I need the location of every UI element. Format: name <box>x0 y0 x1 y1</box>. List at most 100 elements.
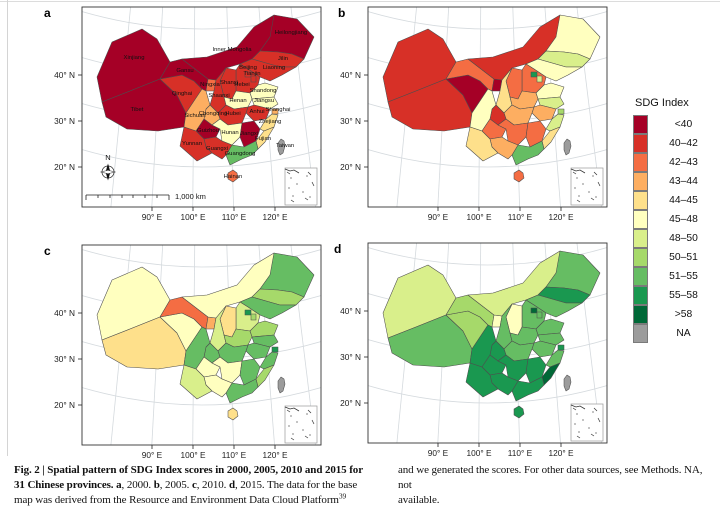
panel-letter-b: b <box>338 6 346 20</box>
province-label: Guangdong <box>225 151 256 157</box>
province-shanghai <box>271 108 279 115</box>
province-label: Jiangsu <box>254 98 274 104</box>
legend-swatch <box>633 229 648 248</box>
province-guangdong <box>511 376 545 402</box>
province-label: Hebei <box>234 82 249 88</box>
y-tick-label: 30° N <box>340 352 361 362</box>
province-hainan <box>513 405 525 419</box>
province-beijing <box>530 71 538 78</box>
y-tick-label: 40° N <box>340 306 361 316</box>
south-china-sea-inset <box>284 405 318 444</box>
province-tianjin <box>536 311 543 319</box>
legend-label: 48–50 <box>669 233 698 244</box>
province-label: Heilongjiang <box>275 30 307 36</box>
province-yunnan <box>465 126 499 162</box>
axes: 90° E 100° E 110° E 120° E 40° N 30° N 20° N <box>54 308 288 460</box>
caption-segment: map was derived from the Resource and En… <box>14 494 339 506</box>
caption-segment: , 2015. The data for the base <box>234 479 358 491</box>
legend-label: NA <box>676 328 691 339</box>
map-panel-a: 90° E 100° E 110° E 120° E 40° N 30° N 20° N Xi… <box>54 6 322 222</box>
province-hainan <box>227 407 239 421</box>
province-label: Shandong <box>250 88 277 94</box>
caption-line: and we generated the scores. For other d… <box>398 463 710 493</box>
province-label: Jiangxi <box>240 131 258 137</box>
province-label: Fujian <box>255 136 271 142</box>
legend-swatch <box>633 172 648 191</box>
legend-swatch <box>633 153 648 172</box>
legend-swatch <box>633 115 648 134</box>
legend-entry: 55–58 <box>633 286 719 305</box>
province-taiwan <box>563 138 572 156</box>
y-tick-label: 40° N <box>54 70 75 80</box>
y-tick-label: 30° N <box>340 116 361 126</box>
legend-label: 44–45 <box>669 195 698 206</box>
legend-entry: 50–51 <box>633 248 719 267</box>
province-label: Shanghai <box>266 107 291 113</box>
y-tick-label: 30° N <box>54 354 75 364</box>
x-tick-label: 120° E <box>548 448 573 458</box>
province-guangdong <box>511 140 545 166</box>
plot-border <box>367 242 608 444</box>
caption-segment: , 2000. <box>121 479 154 491</box>
province-shanghai <box>271 346 279 353</box>
legend-swatch <box>633 286 648 305</box>
legend-label: 40–42 <box>669 138 698 149</box>
province-label: Qinghai <box>172 91 192 97</box>
panel-letter-a: a <box>44 6 51 20</box>
province-labels: Xinjiang Tibet Qinghai Gansu Ningxia Inner Mo… <box>124 30 308 180</box>
province-label: Taiwan <box>276 143 294 149</box>
x-tick-label: 100° E <box>466 212 491 222</box>
map-panel-b: 90° E 100° E 110° E 120° E 40° N 30° N 20° N <box>340 6 608 222</box>
province-yunnan <box>465 362 499 398</box>
x-tick-label: 120° E <box>548 212 573 222</box>
province-label: Beijing <box>239 65 257 71</box>
province-label: Tibet <box>131 107 144 113</box>
map-panel-c: 90° E 100° E 110° E 120° E 40° N 30° N 20° N <box>54 244 322 460</box>
x-tick-label: 90° E <box>142 212 163 222</box>
province-yunnan <box>179 364 213 400</box>
caption-line: available. <box>398 493 710 508</box>
province-guangdong <box>225 378 259 404</box>
legend-entry: 51–55 <box>633 267 719 286</box>
y-tick-label: 20° N <box>340 398 361 408</box>
caption-segment: a <box>116 479 122 491</box>
caption-line: 31 Chinese provinces. a, 2000. b, 2005. … <box>14 478 390 493</box>
province-guangdong <box>225 140 259 166</box>
province-label: Hunan <box>221 130 238 136</box>
caption-segment: and we generated the scores. For other d… <box>398 464 703 491</box>
legend-label: 45–48 <box>669 214 698 225</box>
legend-label: 55–58 <box>669 290 698 301</box>
caption-left-column: Fig. 2 | Spatial pattern of SDG Index sc… <box>14 463 390 508</box>
map-provinces <box>96 252 315 421</box>
legend-entry: 42–43 <box>633 153 719 172</box>
plot-border <box>367 6 608 208</box>
province-label: Sichuan <box>184 113 205 119</box>
x-tick-label: 110° E <box>222 212 247 222</box>
province-beijing <box>530 307 538 314</box>
province-label: Shaanxi <box>208 93 229 99</box>
caption-right-column: and we generated the scores. For other d… <box>398 463 710 508</box>
y-tick-label: 20° N <box>340 162 361 172</box>
map-panel-d: 90° E 100° E 110° E 120° E 40° N 30° N 20° N <box>340 242 608 458</box>
x-tick-label: 100° E <box>180 450 205 460</box>
x-tick-label: 120° E <box>262 212 287 222</box>
province-label: Tianjin <box>243 71 260 77</box>
page-edge-line-left <box>7 0 8 456</box>
legend-swatch <box>633 191 648 210</box>
caption-segment: , 2005. <box>159 479 192 491</box>
axes: 90° E 100° E 110° E 120° E 40° N 30° N 20° N <box>340 306 574 458</box>
page-edge-line-top <box>0 1 720 2</box>
caption-line: map was derived from the Resource and En… <box>14 492 390 508</box>
x-tick-label: 90° E <box>428 448 449 458</box>
caption-segment: c <box>191 479 197 491</box>
y-tick-label: 30° N <box>54 116 75 126</box>
caption-segment: 31 Chinese provinces. <box>14 479 117 491</box>
province-fujian <box>541 362 561 386</box>
x-tick-label: 110° E <box>508 212 533 222</box>
province-taiwan <box>277 376 286 394</box>
province-fujian <box>255 364 275 388</box>
legend-entry: <40 <box>633 115 719 134</box>
legend-swatch <box>633 324 648 343</box>
axes: 90° E 100° E 110° E 120° E 40° N 30° N 20° N <box>340 70 574 222</box>
